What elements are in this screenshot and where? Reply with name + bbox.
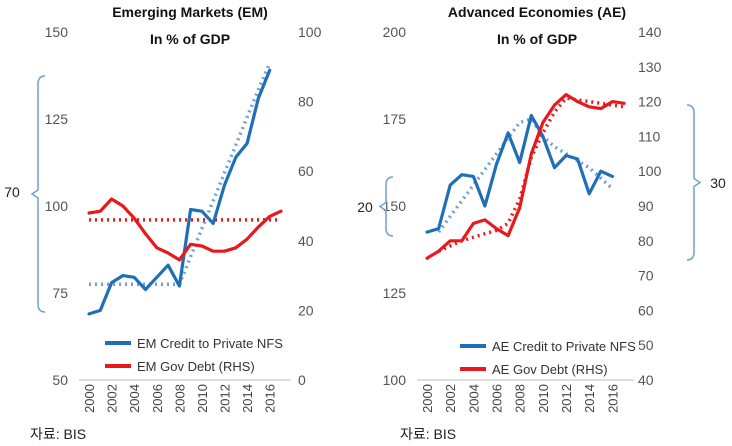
- x-tick-label: 2008: [172, 384, 187, 413]
- range-bracket: [378, 176, 394, 237]
- x-tick-label: 2000: [420, 384, 435, 413]
- range-annotation: 30: [710, 175, 726, 191]
- y-left-tick-label: 175: [383, 111, 407, 127]
- trend-line-2: [89, 62, 272, 287]
- x-tick-label: 2002: [105, 384, 120, 413]
- y-left-tick-label: 100: [45, 198, 69, 214]
- series-line-0: [87, 68, 272, 316]
- y-left-tick-label: 200: [383, 24, 407, 40]
- legend-label: AE Credit to Private NFS: [492, 339, 636, 354]
- x-tick-label: 2010: [536, 384, 551, 413]
- y-right-tick-label: 40: [298, 233, 314, 249]
- y-left-tick-label: 150: [383, 198, 407, 214]
- range-bracket: [686, 104, 702, 261]
- trend-line-2: [437, 117, 614, 234]
- y-right-tick-label: 0: [298, 372, 306, 388]
- ae-source-note: 자료: BIS: [400, 426, 457, 442]
- y-right-tick-label: 100: [298, 24, 322, 40]
- series-line-1: [425, 92, 626, 260]
- range-bracket: [30, 75, 46, 313]
- y-left-tick-label: 150: [45, 24, 69, 40]
- x-tick-label: 2014: [240, 384, 255, 413]
- legend-label: EM Credit to Private NFS: [137, 336, 283, 351]
- em-chart: Emerging Markets (EM) In % of GDP 50 75 10…: [4, 4, 321, 413]
- y-right-tick-label: 70: [638, 268, 654, 284]
- em-chart-subtitle: In % of GDP: [150, 31, 230, 47]
- x-tick-label: 2004: [466, 384, 481, 413]
- y-right-tick-label: 90: [638, 198, 654, 214]
- range-annotation: 70: [4, 184, 20, 200]
- y-right-tick-label: 100: [638, 163, 662, 179]
- x-tick-label: 2006: [150, 384, 165, 413]
- x-tick-label: 2004: [127, 384, 142, 413]
- series-line-0: [425, 113, 615, 234]
- y-right-tick-label: 120: [638, 94, 662, 110]
- x-tick-label: 2010: [195, 384, 210, 413]
- x-tick-label: 2016: [605, 384, 620, 413]
- x-tick-label: 2016: [263, 384, 278, 413]
- legend-label: EM Gov Debt (RHS): [137, 359, 255, 374]
- ae-chart-title: Advanced Economies (AE): [448, 4, 626, 20]
- x-tick-label: 2008: [513, 384, 528, 413]
- y-right-tick-label: 50: [638, 337, 654, 353]
- em-chart-title: Emerging Markets (EM): [112, 4, 268, 20]
- x-tick-label: 2014: [582, 384, 597, 413]
- y-left-tick-label: 125: [383, 285, 407, 301]
- y-right-tick-label: 140: [638, 24, 662, 40]
- y-right-tick-label: 130: [638, 59, 662, 75]
- y-right-tick-label: 110: [638, 128, 661, 144]
- range-annotation: 20: [357, 199, 373, 215]
- x-tick-label: 2006: [490, 384, 505, 413]
- y-left-tick-label: 75: [52, 285, 68, 301]
- y-right-tick-label: 80: [298, 94, 314, 110]
- series-line-1: [87, 197, 283, 262]
- y-right-tick-label: 80: [638, 233, 654, 249]
- y-right-tick-label: 40: [638, 372, 654, 388]
- y-left-tick-label: 100: [383, 372, 407, 388]
- ae-chart: Advanced Economies (AE) In % of GDP 100 1…: [357, 4, 726, 413]
- legend-label: AE Gov Debt (RHS): [492, 362, 608, 377]
- x-tick-label: 2002: [443, 384, 458, 413]
- x-tick-label: 2000: [82, 384, 97, 413]
- y-left-tick-label: 50: [52, 372, 68, 388]
- y-right-tick-label: 20: [298, 302, 314, 318]
- y-left-tick-label: 125: [45, 111, 69, 127]
- ae-chart-subtitle: In % of GDP: [497, 31, 577, 47]
- y-right-tick-label: 60: [298, 163, 314, 179]
- x-tick-label: 2012: [559, 384, 574, 413]
- em-source-note: 자료: BIS: [30, 426, 87, 442]
- x-tick-label: 2012: [218, 384, 233, 413]
- y-right-tick-label: 60: [638, 302, 654, 318]
